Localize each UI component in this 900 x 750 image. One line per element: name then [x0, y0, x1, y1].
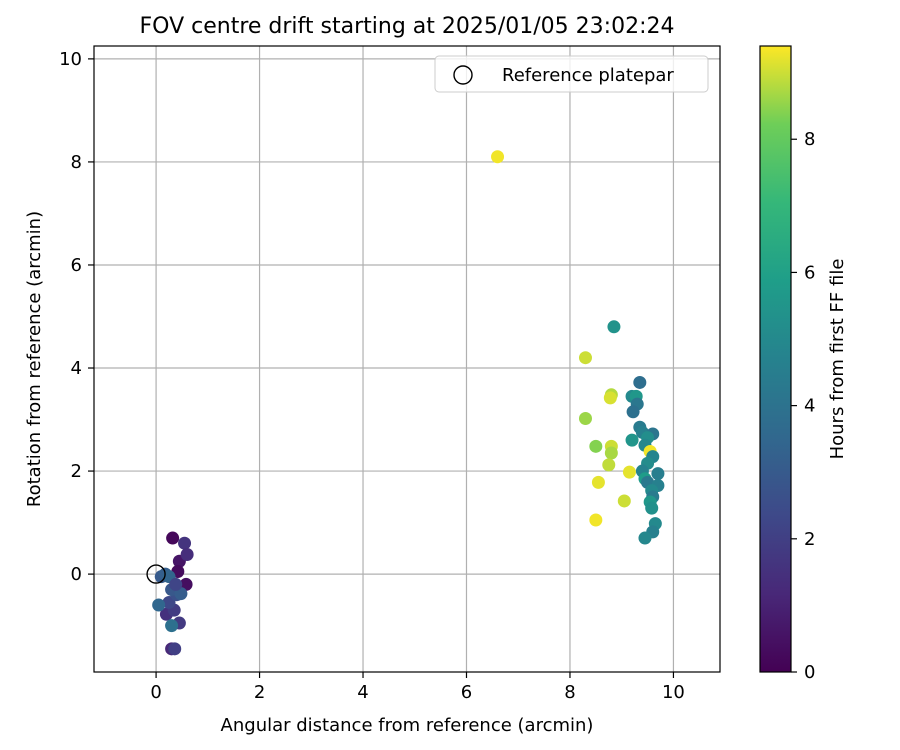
- data-point: [589, 513, 603, 527]
- data-point: [625, 433, 639, 447]
- x-tick-label: 4: [357, 682, 368, 703]
- data-point: [626, 405, 640, 419]
- data-point: [169, 577, 183, 591]
- legend-marker: [453, 65, 473, 85]
- x-axis-label: Angular distance from reference (arcmin): [221, 715, 594, 736]
- data-point: [603, 391, 617, 405]
- x-tick-label: 8: [564, 682, 575, 703]
- data-point: [617, 494, 631, 508]
- legend-box: [434, 55, 709, 93]
- x-tick-label: 6: [461, 682, 472, 703]
- colorbar-tick-label: 6: [804, 262, 815, 283]
- colorbar-frame: [759, 45, 792, 673]
- colorbar-label: Hours from first FF file: [827, 259, 848, 460]
- legend: Reference platepar: [434, 55, 709, 93]
- data-point: [180, 548, 194, 562]
- colorbar-tick-label: 0: [804, 662, 815, 683]
- reference-marker: [146, 564, 166, 584]
- x-tick-label: 2: [254, 682, 265, 703]
- data-point: [578, 412, 592, 426]
- chart-title: FOV centre drift starting at 2025/01/05 …: [140, 14, 675, 39]
- y-axis-ticks: 0 2 4 6 8 10: [59, 49, 94, 585]
- x-tick-label: 10: [662, 682, 685, 703]
- colorbar-tick-label: 2: [804, 529, 815, 550]
- data-point: [638, 531, 652, 545]
- data-point: [602, 458, 616, 472]
- y-tick-label: 6: [71, 255, 82, 276]
- grid: [94, 46, 720, 672]
- data-point: [168, 642, 182, 656]
- data-point: [152, 598, 166, 612]
- data-point: [491, 150, 505, 164]
- colorbar-tick-label: 4: [804, 396, 815, 417]
- data-point: [165, 619, 179, 633]
- y-axis-label: Rotation from reference (arcmin): [24, 211, 45, 507]
- data-point: [178, 536, 192, 550]
- legend-label: Reference platepar: [502, 65, 674, 86]
- y-tick-label: 8: [71, 152, 82, 173]
- data-point: [607, 320, 621, 334]
- data-point: [645, 501, 659, 515]
- data-point: [622, 465, 636, 479]
- reference-platepar-marker: [146, 564, 166, 584]
- y-tick-label: 0: [71, 564, 82, 585]
- colorbar-gradient: [760, 46, 791, 672]
- y-tick-label: 10: [59, 49, 82, 70]
- data-point: [589, 439, 603, 453]
- data-point: [633, 375, 647, 389]
- data-point: [591, 475, 605, 489]
- plot-frame: [93, 45, 721, 673]
- y-tick-label: 2: [71, 461, 82, 482]
- colorbar-ticks: 0 2 4 6 8: [791, 129, 815, 683]
- data-point: [578, 351, 592, 365]
- data-point: [166, 531, 180, 545]
- y-tick-label: 4: [71, 358, 82, 379]
- scatter-points: [152, 150, 665, 656]
- colorbar-tick-label: 8: [804, 129, 815, 150]
- data-point: [604, 446, 618, 460]
- data-point: [651, 467, 665, 481]
- x-axis-ticks: 0 2 4 6 8 10: [150, 672, 685, 703]
- colorbar: 0 2 4 6 8 Hours from first FF file: [759, 45, 848, 683]
- x-tick-label: 0: [150, 682, 161, 703]
